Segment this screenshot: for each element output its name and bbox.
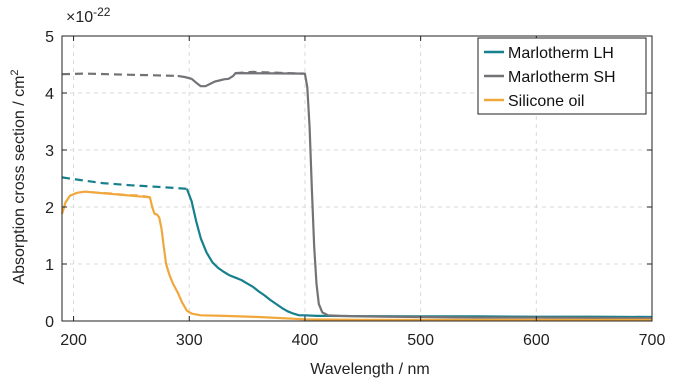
legend-item-silicone-oil: Silicone oil bbox=[484, 93, 584, 110]
series-lines bbox=[60, 70, 653, 321]
legend-label-silicone-oil: Silicone oil bbox=[508, 93, 584, 110]
series-dashed-silicone-oil bbox=[90, 191, 151, 199]
legend-box bbox=[477, 37, 647, 115]
legend-item-marlotherm-sh: Marlotherm SH bbox=[484, 69, 616, 86]
axis-ticks: 200 300 400 500 600 700 0 1 2 3 4 5 bbox=[45, 29, 665, 349]
x-tick-label: 700 bbox=[639, 332, 666, 349]
y-tick-label: 0 bbox=[45, 314, 54, 331]
series-dashed-marlotherm-lh bbox=[61, 176, 187, 190]
x-tick-label: 500 bbox=[407, 332, 434, 349]
x-tick-label: 200 bbox=[60, 332, 87, 349]
series-line-silicone-oil bbox=[60, 190, 652, 321]
x-tick-label: 400 bbox=[292, 332, 319, 349]
y-axis-multiplier: ×10-22 bbox=[66, 5, 111, 26]
legend: Marlotherm LH Marlotherm SH Silicone oil bbox=[477, 37, 647, 115]
y-axis-label: Absorption cross section / cm2 bbox=[9, 69, 28, 284]
y-tick-label: 2 bbox=[45, 200, 54, 217]
series-line-marlotherm-lh bbox=[185, 188, 653, 319]
series-line-marlotherm-sh bbox=[177, 71, 653, 320]
series-dashed-2-marlotherm-sh bbox=[235, 70, 305, 75]
y-tick-label: 5 bbox=[45, 29, 54, 46]
x-tick-label: 300 bbox=[176, 332, 203, 349]
plot-frame bbox=[61, 35, 653, 322]
x-axis-label: Wavelength / nm bbox=[310, 361, 429, 378]
x-tick-label: 600 bbox=[523, 332, 550, 349]
y-tick-label: 3 bbox=[45, 143, 54, 160]
legend-label-marlotherm-lh: Marlotherm LH bbox=[508, 45, 614, 62]
legend-label-marlotherm-sh: Marlotherm SH bbox=[508, 69, 616, 86]
legend-item-marlotherm-lh: Marlotherm LH bbox=[484, 45, 614, 62]
y-tick-label: 1 bbox=[45, 257, 54, 274]
y-tick-label: 4 bbox=[45, 86, 54, 103]
series-dashed-marlotherm-sh bbox=[61, 72, 178, 77]
